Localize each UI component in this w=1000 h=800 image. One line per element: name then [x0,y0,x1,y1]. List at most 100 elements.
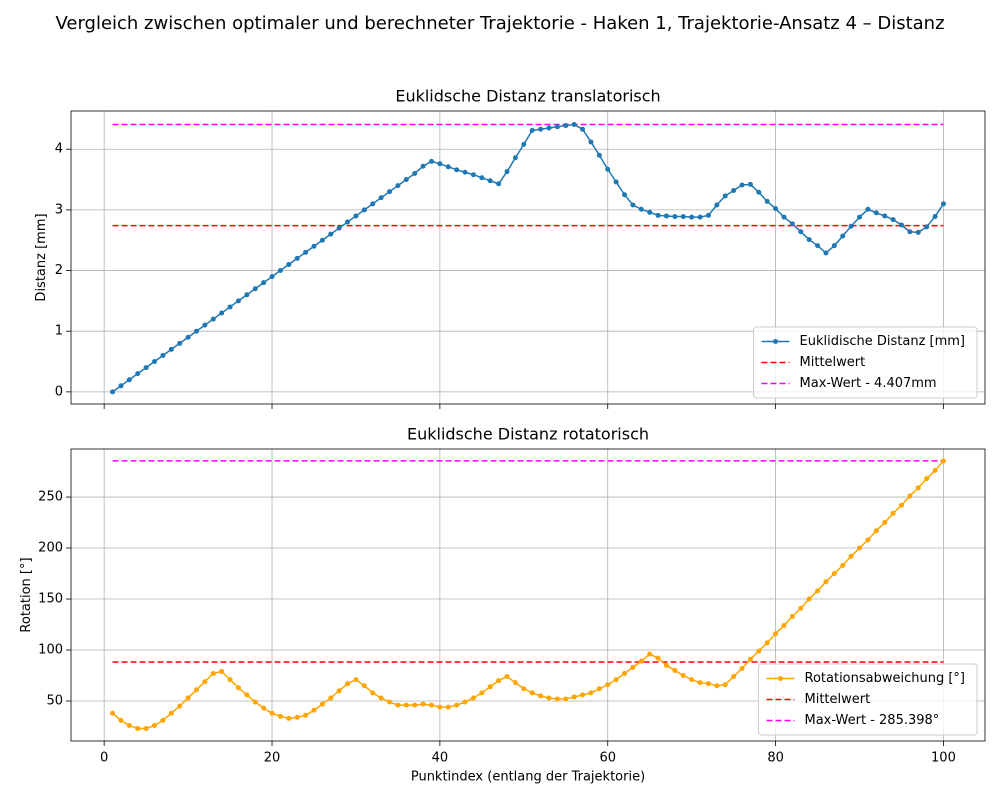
data-point [747,656,753,662]
y-tick-label: 100 [38,643,63,658]
data-point [395,183,401,189]
x-tick-label: 80 [767,751,784,766]
data-point [269,710,275,716]
data-point [638,206,644,212]
data-point [932,214,938,220]
legend-box [753,326,978,399]
data-point [915,229,921,235]
data-point [680,214,686,220]
data-point [613,677,619,683]
plot-frame [70,110,986,405]
y-axis-label: Distanz [mm] [34,213,49,301]
legend-label: Max-Wert - 285.398° [805,713,940,728]
data-point [345,681,351,687]
data-point [328,695,334,701]
data-point [898,222,904,228]
data-point [622,192,628,198]
data-point [722,193,728,199]
data-point [529,127,535,133]
data-point [739,665,745,671]
data-point [160,352,166,358]
data-point [252,699,258,705]
data-point [462,169,468,175]
data-point [764,640,770,646]
data-point [420,163,426,169]
data-point [882,520,888,526]
legend-label: Euklidische Distanz [mm] [800,334,965,349]
data-point [496,678,502,684]
data-point [588,139,594,145]
data-point [353,213,359,219]
data-point [244,692,250,698]
data-point [815,588,821,594]
data-point [420,701,426,707]
data-point [403,177,409,183]
data-point [605,166,611,172]
data-point [924,224,930,230]
data-point [580,126,586,132]
data-point [940,201,946,207]
data-point [672,214,678,220]
data-point [857,545,863,551]
x-tick-label: 0 [100,751,108,766]
data-point [882,213,888,219]
data-point [831,243,837,249]
data-point [387,189,393,195]
data-point [622,670,628,676]
data-point [647,209,653,215]
data-point [286,261,292,267]
data-point [663,213,669,219]
data-point [865,537,871,543]
data-point [294,255,300,261]
data-point [915,485,921,491]
data-point [848,223,854,229]
data-point [160,717,166,723]
data-point [235,685,241,691]
data-point [773,631,779,637]
data-point [277,268,283,274]
data-point [143,726,149,732]
data-point [823,579,829,585]
data-point [403,702,409,708]
data-point [504,169,510,175]
data-point [286,715,292,721]
legend-label: Mittelwert [805,692,871,707]
y-tick-label: 150 [38,592,63,607]
data-point [412,702,418,708]
y-tick-label: 50 [46,694,63,709]
data-point [412,170,418,176]
data-point [563,123,569,129]
legend: Rotationsabweichung [°] Mittelwert Max-Wer… [758,663,978,736]
data-point [303,249,309,255]
data-point [613,179,619,185]
data-point [873,210,879,216]
data-point [907,493,913,499]
legend-box [758,663,978,736]
data-point [311,707,317,713]
data-point [152,722,158,728]
data-point [722,682,728,688]
legend-label: Mittelwert [800,355,866,370]
data-point [924,476,930,482]
data-point [580,692,586,698]
data-point [680,673,686,679]
data-point [261,705,267,711]
y-tick-label: 2 [55,263,63,278]
data-point [185,695,191,701]
data-point [848,553,854,559]
data-point [319,701,325,707]
data-point [554,124,560,130]
data-point [789,613,795,619]
data-point [588,690,594,696]
data-point [815,243,821,249]
data-point [831,571,837,577]
data-point [110,710,116,716]
data-point [538,693,544,699]
data-point [538,126,544,132]
data-point [361,683,367,689]
plot-frame [70,448,986,742]
y-tick-label: 250 [38,490,63,505]
data-point [789,221,795,227]
data-point [655,212,661,218]
